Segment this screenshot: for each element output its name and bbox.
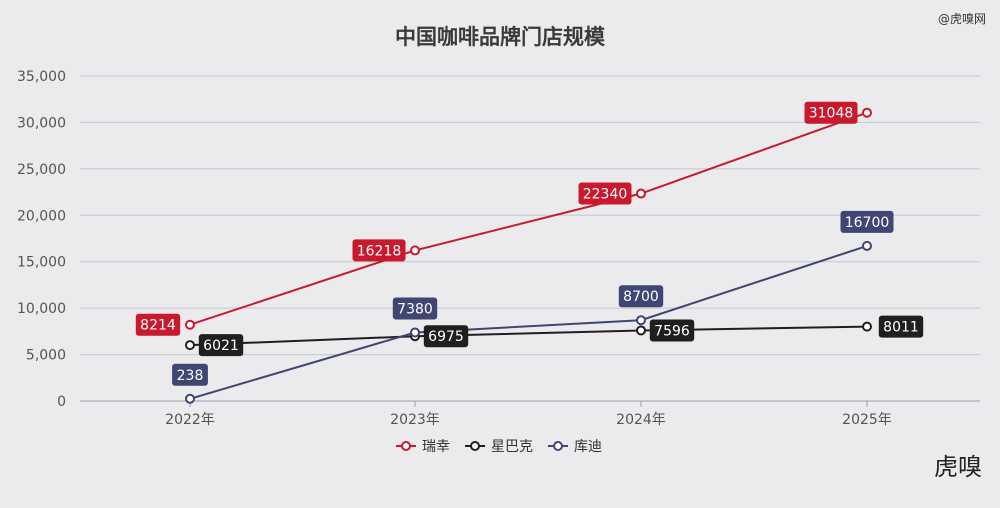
data-label-box [352, 239, 406, 262]
x-tick-label: 2023年 [390, 412, 440, 428]
series-line [189, 111, 868, 326]
data-label: 16700 [845, 215, 890, 231]
data-label-box [878, 315, 924, 338]
data-label: 7380 [397, 301, 433, 317]
data-point [862, 240, 872, 251]
data-label: 8214 [140, 318, 176, 334]
data-label: 6975 [428, 329, 464, 345]
y-tick-label: 20,000 [17, 208, 66, 224]
data-label: 238 [177, 368, 204, 384]
data-label: 31048 [809, 106, 854, 122]
data-point [410, 245, 420, 256]
data-label-box [423, 325, 469, 348]
series-group [185, 107, 872, 404]
x-axis: 2022年 2023年 2024年 2025年 [165, 401, 892, 428]
data-label-box [172, 363, 208, 386]
chart-title: 中国咖啡品牌门店规模 [395, 25, 606, 49]
legend-marker [470, 441, 480, 451]
data-label: 8700 [623, 289, 659, 305]
data-label-box [618, 285, 664, 308]
data-point [185, 319, 195, 330]
y-tick-label: 35,000 [17, 69, 66, 85]
legend[interactable]: 瑞幸 星巴克 库迪 [396, 439, 602, 455]
data-label-box [578, 182, 632, 205]
data-point [185, 393, 195, 404]
data-point [636, 325, 646, 336]
data-label-box [840, 210, 894, 233]
data-point [636, 315, 646, 326]
data-labels: 8214 16218 22340 31048 6021 6975 7596 8011 238 73… [135, 101, 924, 386]
legend-label: 星巴克 [491, 439, 533, 455]
data-point [862, 107, 872, 118]
legend-item[interactable]: 瑞幸 [396, 439, 450, 455]
y-tick-label: 10,000 [17, 301, 66, 317]
y-tick-label: 25,000 [17, 162, 66, 178]
data-point [185, 340, 195, 351]
y-tick-label: 0 [57, 394, 66, 410]
data-label-box [804, 101, 858, 124]
legend-marker [553, 441, 563, 451]
series-line [189, 244, 868, 400]
x-tick-label: 2022年 [165, 412, 215, 428]
y-tick-label: 5,000 [26, 348, 66, 364]
legend-item[interactable]: 库迪 [548, 439, 602, 455]
data-label-box [649, 319, 695, 342]
data-point [636, 188, 646, 199]
x-tick-label: 2025年 [842, 412, 892, 428]
y-axis: 0 5,000 10,000 15,000 20,000 25,000 30,000 35,0… [17, 69, 66, 410]
y-tick-label: 30,000 [17, 115, 66, 131]
data-label: 7596 [654, 323, 690, 339]
brand-logo: 虎嗅 [934, 453, 982, 481]
data-label: 22340 [583, 187, 628, 203]
watermark-text: @虎嗅网 [937, 12, 986, 26]
data-label-box [392, 297, 438, 320]
y-tick-label: 15,000 [17, 255, 66, 271]
data-label-box [198, 334, 244, 357]
data-label: 8011 [883, 320, 919, 336]
data-label-box [135, 313, 181, 336]
data-label: 6021 [203, 338, 239, 354]
data-point [410, 327, 420, 338]
series-line [189, 325, 868, 347]
data-label: 16218 [357, 243, 402, 259]
legend-label: 瑞幸 [422, 439, 450, 455]
data-point [862, 321, 872, 332]
legend-label: 库迪 [574, 439, 602, 455]
legend-marker [401, 441, 411, 451]
x-tick-label: 2024年 [616, 412, 666, 428]
legend-item[interactable]: 星巴克 [465, 439, 533, 455]
